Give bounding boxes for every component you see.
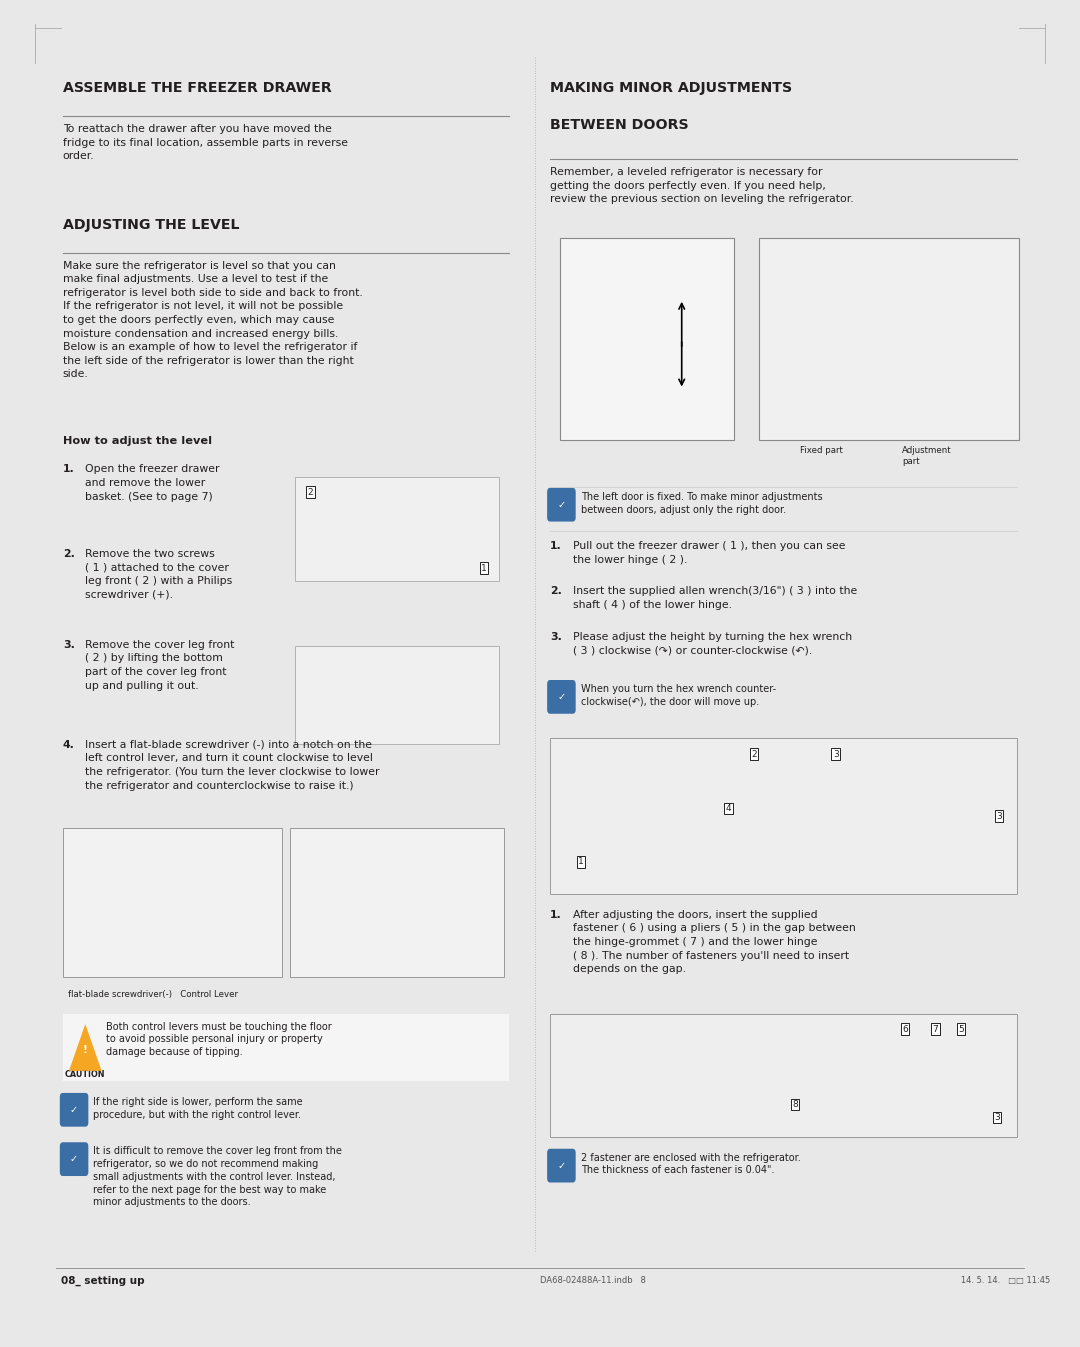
Text: 1.: 1.	[550, 909, 562, 920]
Text: 5: 5	[958, 1025, 964, 1033]
Text: Remove the cover leg front
( 2 ) by lifting the bottom
part of the cover leg fro: Remove the cover leg front ( 2 ) by lift…	[85, 640, 234, 691]
Text: ASSEMBLE THE FREEZER DRAWER: ASSEMBLE THE FREEZER DRAWER	[63, 81, 332, 96]
Text: 1: 1	[578, 857, 583, 866]
FancyBboxPatch shape	[548, 680, 576, 714]
FancyBboxPatch shape	[59, 1092, 89, 1126]
Text: Make sure the refrigerator is level so that you can
make final adjustments. Use : Make sure the refrigerator is level so t…	[63, 260, 363, 380]
FancyBboxPatch shape	[548, 1149, 576, 1183]
Text: flat-blade screwdriver(-)   Control Lever: flat-blade screwdriver(-) Control Lever	[68, 990, 238, 999]
Text: 3.: 3.	[63, 640, 75, 649]
Text: Pull out the freezer drawer ( 1 ), then you can see
the lower hinge ( 2 ).: Pull out the freezer drawer ( 1 ), then …	[572, 541, 846, 564]
Text: Open the freezer drawer
and remove the lower
basket. (See to page 7): Open the freezer drawer and remove the l…	[85, 465, 220, 501]
Text: 2: 2	[752, 749, 757, 758]
Text: Insert the supplied allen wrench(3/16") ( 3 ) into the
shaft ( 4 ) of the lower : Insert the supplied allen wrench(3/16") …	[572, 586, 856, 610]
Text: It is difficult to remove the cover leg front from the
refrigerator, so we do no: It is difficult to remove the cover leg …	[94, 1146, 342, 1207]
Polygon shape	[69, 1024, 102, 1071]
Text: If the right side is lower, perform the same
procedure, but with the right contr: If the right side is lower, perform the …	[94, 1096, 303, 1119]
FancyBboxPatch shape	[295, 477, 499, 582]
Text: 3.: 3.	[550, 632, 562, 643]
Text: 1: 1	[481, 564, 487, 572]
Text: After adjusting the doors, insert the supplied
fastener ( 6 ) using a pliers ( 5: After adjusting the doors, insert the su…	[572, 909, 855, 974]
Text: ✓: ✓	[70, 1154, 78, 1164]
Text: ADJUSTING THE LEVEL: ADJUSTING THE LEVEL	[63, 218, 240, 232]
FancyBboxPatch shape	[295, 647, 499, 744]
Text: !: !	[83, 1045, 87, 1055]
FancyBboxPatch shape	[759, 238, 1020, 439]
Text: To reattach the drawer after you have moved the
fridge to its final location, as: To reattach the drawer after you have mo…	[63, 124, 348, 162]
Text: 2 fastener are enclosed with the refrigerator.
The thickness of each fastener is: 2 fastener are enclosed with the refrige…	[581, 1153, 800, 1176]
Text: 3: 3	[833, 749, 838, 758]
Text: Please adjust the height by turning the hex wrench
( 3 ) clockwise (↷) or counte: Please adjust the height by turning the …	[572, 632, 852, 656]
Text: ✓: ✓	[557, 692, 566, 702]
Text: DA68-02488A-11.indb   8                                                         : DA68-02488A-11.indb 8	[540, 1276, 1050, 1285]
FancyBboxPatch shape	[550, 738, 1017, 894]
Text: 2: 2	[308, 488, 313, 497]
Text: 3: 3	[996, 812, 1001, 820]
Text: 08_ setting up: 08_ setting up	[60, 1276, 145, 1286]
Text: 2.: 2.	[63, 548, 75, 559]
Text: 1.: 1.	[63, 465, 75, 474]
FancyBboxPatch shape	[63, 828, 282, 978]
Text: 4: 4	[726, 804, 731, 814]
Text: 8: 8	[792, 1100, 798, 1109]
Text: 7: 7	[933, 1025, 939, 1033]
Text: Adjustment
part: Adjustment part	[902, 446, 951, 466]
Text: ✓: ✓	[557, 500, 566, 509]
Text: Remove the two screws
( 1 ) attached to the cover
leg front ( 2 ) with a Philips: Remove the two screws ( 1 ) attached to …	[85, 548, 232, 599]
Text: 2.: 2.	[550, 586, 562, 597]
Text: 6: 6	[902, 1025, 908, 1033]
Text: Insert a flat-blade screwdriver (-) into a notch on the
left control lever, and : Insert a flat-blade screwdriver (-) into…	[85, 740, 380, 791]
Text: The left door is fixed. To make minor adjustments
between doors, adjust only the: The left door is fixed. To make minor ad…	[581, 492, 822, 515]
FancyBboxPatch shape	[561, 238, 733, 439]
Text: 1.: 1.	[550, 541, 562, 551]
Text: MAKING MINOR ADJUSTMENTS: MAKING MINOR ADJUSTMENTS	[550, 81, 793, 96]
FancyBboxPatch shape	[63, 1014, 510, 1082]
Text: Fixed part: Fixed part	[800, 446, 842, 455]
FancyBboxPatch shape	[548, 488, 576, 521]
Text: How to adjust the level: How to adjust the level	[63, 436, 212, 446]
Text: 3: 3	[994, 1113, 1000, 1122]
Text: BETWEEN DOORS: BETWEEN DOORS	[550, 117, 689, 132]
Text: ✓: ✓	[557, 1161, 566, 1171]
FancyBboxPatch shape	[291, 828, 504, 978]
Text: 4.: 4.	[63, 740, 75, 750]
Text: Both control levers must be touching the floor
to avoid possible personal injury: Both control levers must be touching the…	[106, 1021, 332, 1057]
Text: ✓: ✓	[70, 1105, 78, 1115]
FancyBboxPatch shape	[550, 1014, 1017, 1137]
Text: When you turn the hex wrench counter-
clockwise(↶), the door will move up.: When you turn the hex wrench counter- cl…	[581, 684, 775, 707]
Text: CAUTION: CAUTION	[65, 1070, 106, 1079]
Text: Remember, a leveled refrigerator is necessary for
getting the doors perfectly ev: Remember, a leveled refrigerator is nece…	[550, 167, 854, 205]
FancyBboxPatch shape	[59, 1142, 89, 1176]
